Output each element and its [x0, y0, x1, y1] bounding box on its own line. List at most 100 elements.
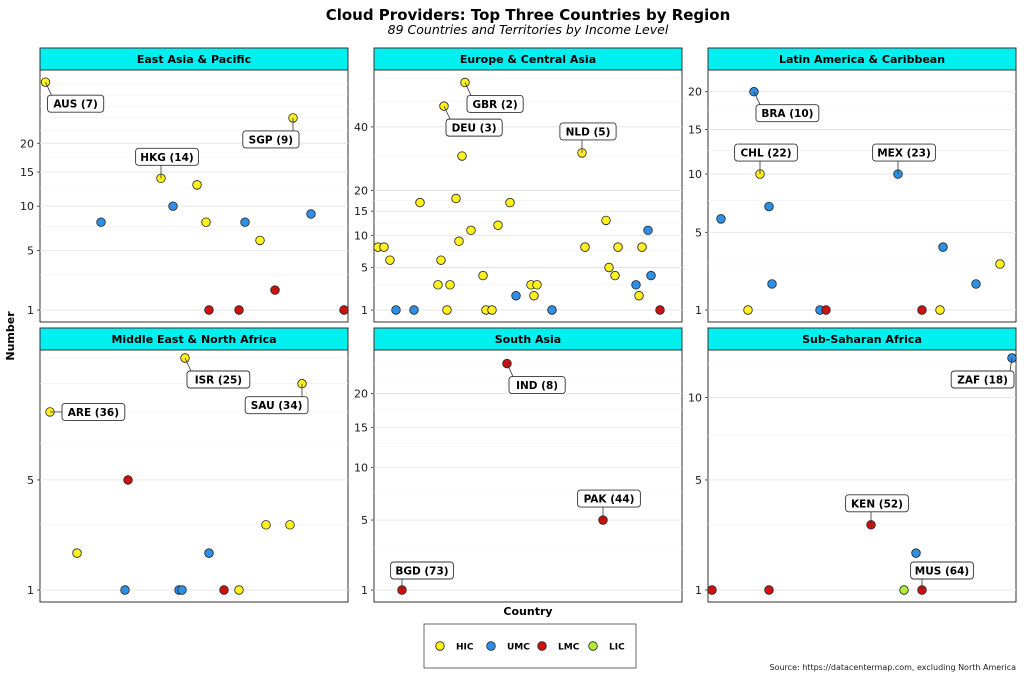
chart-title: Cloud Providers: Top Three Countries by … [326, 6, 731, 24]
y-tick-label: 20 [20, 137, 34, 150]
data-point-hic [442, 305, 452, 315]
gridlines [708, 363, 1016, 591]
label-leader-line [464, 82, 472, 96]
label-leader-line [506, 363, 514, 377]
data-point-lmc [821, 305, 831, 315]
data-point-hic [613, 242, 623, 252]
y-tick-label: 5 [695, 226, 702, 239]
points [373, 77, 665, 315]
data-point-hic [529, 291, 539, 301]
data-point-umc [971, 279, 981, 289]
point-label-box [390, 561, 454, 580]
point-labels: CHL (22) BRA (10) MEX (23) [734, 91, 936, 175]
gridlines [40, 357, 348, 591]
facet-strip-label: Middle East & North Africa [111, 333, 276, 346]
point-label: NLD (5) [566, 126, 611, 138]
data-point-umc [120, 585, 130, 595]
data-point-lmc [339, 305, 349, 315]
data-point-umc [643, 225, 653, 236]
y-tick-label: 5 [361, 261, 368, 274]
point-label-box [872, 143, 936, 162]
point-label: PAK (44) [584, 494, 635, 506]
y-tick-label: 10 [688, 391, 702, 404]
data-point-hic [285, 520, 295, 530]
data-point-hic [439, 101, 449, 111]
point-label: SAU (34) [251, 400, 303, 412]
panel-plot-area [707, 69, 1017, 323]
data-point-umc [749, 87, 759, 97]
data-point-lmc [707, 585, 717, 595]
facet-strip [373, 47, 683, 71]
point-labels: DEU (3) GBR (2) NLD (5) [443, 82, 617, 153]
point-label: ISR (25) [195, 375, 242, 387]
y-tick-label: 5 [361, 514, 368, 527]
point-label: GBR (2) [472, 99, 517, 111]
y-tick-label: 15 [20, 166, 34, 179]
data-point-lmc [764, 585, 774, 595]
point-label-box [47, 94, 105, 113]
point-label-box [755, 104, 820, 123]
facet-strip-label: East Asia & Pacific [137, 53, 251, 66]
data-point-umc [631, 280, 641, 290]
facet-strip-label: Latin America & Caribbean [779, 53, 945, 66]
data-point-hic [743, 305, 753, 315]
point-label-box [186, 370, 251, 389]
points [716, 87, 1005, 315]
chart-caption: Source: https://datacentermap.com, exclu… [770, 663, 1017, 672]
data-point-lmc [655, 305, 665, 315]
facet-strip-label: Sub-Saharan Africa [802, 333, 922, 346]
y-tick-label: 15 [354, 205, 368, 218]
x-axis-title: Country [503, 605, 552, 618]
point-label: BGD (73) [395, 566, 448, 578]
point-label: IND (8) [516, 380, 558, 392]
legend-frame [423, 623, 637, 669]
legend: HIC UMC LMC LIC [423, 623, 637, 669]
y-tick-label: 1 [695, 584, 702, 597]
y-tick-label: 20 [354, 185, 368, 198]
point-label-box [445, 118, 503, 137]
facet-strip-label: South Asia [495, 333, 561, 346]
point-label-box [577, 489, 641, 508]
y-tick-label: 10 [354, 462, 368, 475]
point-label: KEN (52) [851, 498, 903, 510]
gridlines [40, 83, 348, 311]
panel-sub-saharan-africa: Sub-Saharan Africa 1 5 10 KEN (52) MUS (64) ZA… [688, 327, 1017, 603]
facet-strip [707, 47, 1017, 71]
data-point-lmc [219, 585, 229, 595]
point-label: AUS (7) [53, 99, 97, 111]
points [40, 77, 349, 315]
point-label-box [244, 396, 309, 415]
data-point-umc [716, 214, 726, 224]
data-point-hic [478, 270, 488, 281]
data-point-hic [255, 235, 265, 246]
data-point-hic [935, 305, 945, 315]
legend-swatch-lmc [537, 641, 547, 651]
legend-label-hic: HIC [456, 643, 474, 653]
y-tick-label: 5 [27, 474, 34, 487]
y-tick-label: 5 [27, 245, 34, 258]
y-tick-label: 1 [27, 584, 34, 597]
data-point-hic [72, 548, 82, 558]
y-tick-label: 20 [354, 387, 368, 400]
point-labels: BGD (73) IND (8) PAK (44) [390, 363, 641, 590]
data-point-umc [938, 242, 948, 252]
data-point-umc [240, 217, 250, 227]
data-point-umc [204, 548, 214, 558]
legend-label-lmc: LMC [558, 643, 580, 653]
point-label-box [508, 376, 566, 395]
legend-swatch-lic [588, 641, 598, 651]
data-point-hic [385, 255, 395, 265]
y-tick-label: 15 [354, 421, 368, 434]
label-leader-line [753, 91, 761, 105]
chart-subtitle: 89 Countries and Territories by Income L… [388, 22, 669, 37]
y-tick-label: 20 [688, 86, 702, 99]
data-point-hic [201, 217, 211, 227]
data-point-hic [466, 225, 476, 236]
y-axis-title: Number [4, 311, 17, 361]
data-point-hic [261, 520, 271, 530]
data-point-hic [234, 585, 244, 595]
point-label-box [559, 122, 617, 141]
point-label-box [845, 494, 909, 513]
